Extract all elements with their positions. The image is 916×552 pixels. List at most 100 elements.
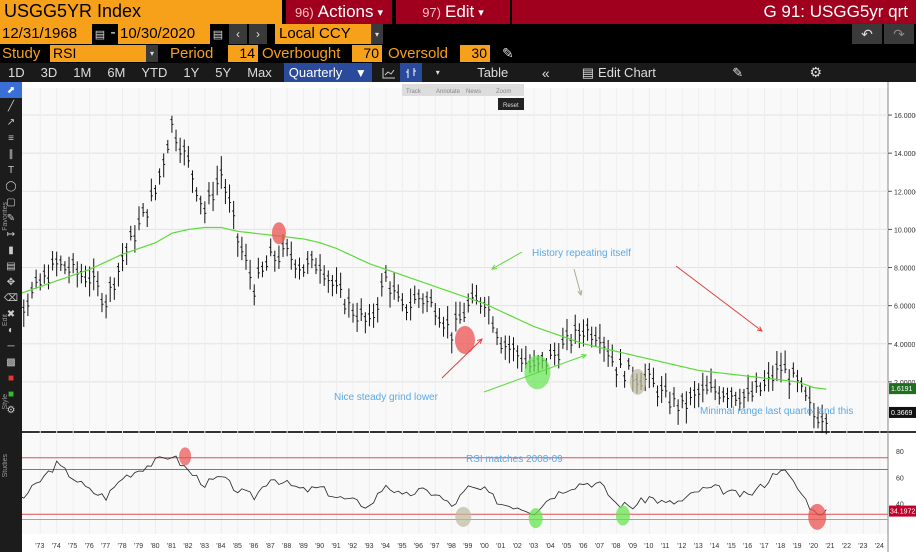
x-axis-label: '22 <box>842 543 851 550</box>
x-axis-label: '73 <box>35 543 44 550</box>
rsi-axis-label: 80 <box>896 449 904 456</box>
chart-toolbar: ⬈ ╱ ↗ ≡ ∥ T ◯ ▢ ✎ ↦ ▮ ▤ ✥ ⌫ ✖ ◐ ─ ▩ ■ ■ … <box>0 82 22 552</box>
range-button-1m[interactable]: 1M <box>73 65 92 80</box>
frequency-select[interactable]: Quarterly ▼ <box>283 63 372 82</box>
x-axis-label: '81 <box>167 543 176 550</box>
mini-toolbar-news: News <box>466 89 481 95</box>
next-arrow-icon[interactable]: › <box>249 24 267 44</box>
edit-chart-button[interactable]: ▤ Edit Chart <box>582 63 722 82</box>
start-date-input[interactable]: 12/31/1968 <box>0 24 92 44</box>
settings-icon[interactable]: ⚙ <box>6 404 16 416</box>
prev-arrow-icon[interactable]: ‹ <box>229 24 247 44</box>
x-axis-label: '90 <box>315 543 324 550</box>
reset-button: Reset <box>503 103 519 109</box>
bar-chart-icon[interactable] <box>399 63 422 82</box>
trend-line-icon[interactable]: ╱ <box>7 100 15 112</box>
x-axis-label: '08 <box>611 543 620 550</box>
rsi-line <box>22 455 827 516</box>
actions-num: 96) <box>294 4 314 20</box>
arrow-history <box>491 251 523 270</box>
marker-icon[interactable]: ▮ <box>8 244 14 256</box>
calendar-icon[interactable]: ▤ <box>212 28 224 41</box>
actions-label: Actions <box>317 2 374 21</box>
end-date-input[interactable]: 10/30/2020 <box>118 24 210 44</box>
channel-icon[interactable]: ∥ <box>8 148 14 160</box>
undo-icon[interactable]: ↶ <box>852 24 882 44</box>
x-axis-label: '97 <box>430 543 439 550</box>
arrow-history-head <box>490 264 498 270</box>
x-axis-label: '04 <box>546 543 555 550</box>
ma-tag: 1.6191 <box>891 386 913 393</box>
x-axis-label: '17 <box>760 543 769 550</box>
color-swatch-icon[interactable]: ■ <box>7 372 15 384</box>
pencil-icon[interactable]: ✎ <box>502 45 514 61</box>
trash-icon[interactable]: ✖ <box>6 308 16 320</box>
eraser-icon[interactable]: ⌫ <box>3 292 19 304</box>
color-swatch-icon[interactable]: ■ <box>7 388 15 400</box>
arrow-down-red-head <box>756 326 763 332</box>
calendar-icon[interactable]: ▤ <box>94 28 106 41</box>
x-axis-label: '14 <box>710 543 719 550</box>
actions-button[interactable]: 96) Actions ▾ <box>286 0 392 24</box>
x-axis-label: '09 <box>628 543 637 550</box>
price-axis-label: 12.0000 <box>894 189 916 196</box>
range-button-ytd[interactable]: YTD <box>141 65 168 80</box>
rectangle-icon[interactable]: ▢ <box>6 196 16 208</box>
table-button[interactable]: Table <box>477 65 509 80</box>
rsi-pane-bg <box>22 434 888 534</box>
ticker-field[interactable]: USGG5YR Index <box>0 0 282 24</box>
study-bar: Study RSI ▾ Period 14 Overbought 70 Over… <box>0 44 916 63</box>
arrow-history-gray <box>573 268 582 296</box>
x-axis-label: '74 <box>52 543 61 550</box>
x-axis-label: '13 <box>694 543 703 550</box>
ruler-icon[interactable]: ↦ <box>6 228 16 240</box>
study-select[interactable]: RSI <box>50 45 146 62</box>
arrow-icon[interactable]: ↗ <box>6 116 16 128</box>
edit-label: Edit <box>444 2 475 21</box>
overbought-input[interactable]: 70 <box>352 45 382 62</box>
gear-icon[interactable]: ⚙ <box>809 64 823 80</box>
chart-edit-icon: ▤ <box>581 64 595 80</box>
edit-button[interactable]: 97) Edit ▾ <box>396 0 510 24</box>
oversold-input[interactable]: 30 <box>460 45 490 62</box>
range-button-5y[interactable]: 5Y <box>215 65 232 80</box>
text-icon[interactable]: T <box>7 164 15 176</box>
price-chart[interactable]: 16.0000 14.0000 12.0000 10.0000 8.0000 6.0000… <box>22 82 916 552</box>
mini-toolbar-track: Track <box>406 89 422 95</box>
fill-icon[interactable]: ▩ <box>6 356 16 368</box>
rsi-axis-label: 40 <box>896 502 904 509</box>
line-chart-icon[interactable] <box>378 63 400 82</box>
redo-icon[interactable]: ↷ <box>884 24 914 44</box>
highlight-circle-red <box>271 222 286 245</box>
pen-icon[interactable]: ✎ <box>6 212 16 224</box>
period-input[interactable]: 14 <box>228 45 258 62</box>
range-buttons: 1D 3D 1M 6M YTD 1Y 5Y Max <box>0 63 280 82</box>
layers-icon[interactable]: ▤ <box>6 260 16 272</box>
currency-select[interactable]: Local CCY <box>275 24 371 44</box>
move-icon[interactable]: ✥ <box>6 276 16 288</box>
palette-icon[interactable]: ◐ <box>7 324 15 336</box>
mini-toolbar-bg <box>402 84 524 96</box>
x-axis-label: '92 <box>348 543 357 550</box>
range-button-1d[interactable]: 1D <box>8 65 25 80</box>
annotate-icon[interactable]: ✎ <box>732 64 744 80</box>
range-button-3d[interactable]: 3D <box>40 65 58 80</box>
x-axis-label: '11 <box>661 543 670 550</box>
chevron-down-icon[interactable]: ▾ <box>371 24 383 44</box>
chevron-down-icon[interactable]: ▾ <box>146 45 158 62</box>
cursor-icon[interactable]: ⬈ <box>0 82 22 98</box>
arrow-down-red <box>675 265 763 332</box>
ellipse-icon[interactable]: ◯ <box>5 180 17 192</box>
chart-type-dropdown[interactable]: ▾ <box>435 68 440 77</box>
price-axis-label: 6.0000 <box>894 304 916 311</box>
date-dash: - <box>110 24 116 41</box>
line-style-icon[interactable]: ─ <box>7 340 15 352</box>
range-button-6m[interactable]: 6M <box>107 65 126 80</box>
collapse-icon[interactable]: « <box>541 64 550 81</box>
rsi-circle-red <box>808 503 827 530</box>
range-button-max[interactable]: Max <box>247 65 272 80</box>
x-axis-label: '15 <box>727 543 736 550</box>
fib-icon[interactable]: ≡ <box>8 132 14 144</box>
x-axis-label: '16 <box>743 543 752 550</box>
range-button-1y[interactable]: 1Y <box>183 65 200 80</box>
